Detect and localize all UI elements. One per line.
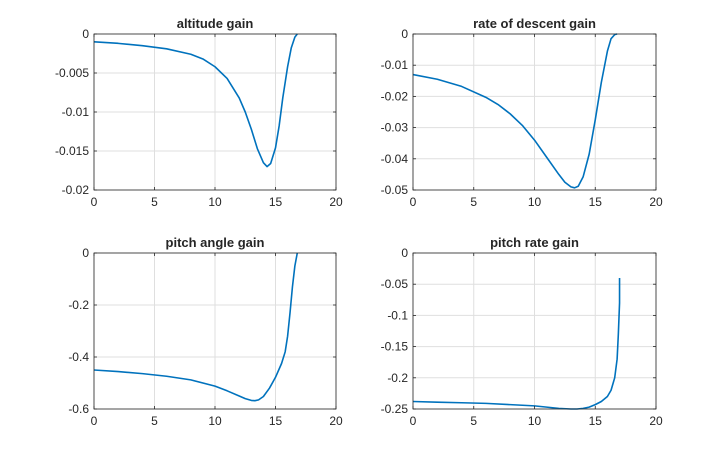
y-tick-label: -0.02 (381, 89, 409, 103)
subplot-4: 0 5 10 15 20 0 -0.05 -0.1 -0.15 -0.2 -0.25 pitch ra… (381, 235, 663, 428)
y-tick-label: -0.015 (55, 144, 89, 158)
x-tick-label: 15 (589, 414, 603, 428)
series-line-1 (412, 277, 621, 410)
series-line-1 (412, 33, 618, 189)
series-line-1 (93, 252, 299, 402)
y-tick-label: -0.04 (381, 152, 409, 166)
x-tick-label: 5 (151, 195, 158, 209)
y-tick-label: -0.6 (68, 402, 89, 416)
y-tick-label: -0.2 (68, 298, 89, 312)
x-tick-label: 5 (151, 414, 158, 428)
series-line-1 (93, 33, 298, 168)
y-tick-label: -0.03 (381, 121, 409, 135)
x-tick-label: 15 (589, 195, 603, 209)
x-tick-label: 15 (269, 195, 283, 209)
x-tick-label: 10 (528, 414, 542, 428)
y-tick-label: 0 (82, 246, 89, 260)
x-tick-label: 5 (470, 195, 477, 209)
x-tick-label: 20 (329, 195, 343, 209)
subplot-2: 0 5 10 15 20 0 -0.01 -0.02 -0.03 -0.04 -0.05 rate o… (381, 16, 663, 209)
y-tick-label: -0.01 (381, 58, 409, 72)
y-tick-label: -0.05 (381, 183, 409, 197)
subplot-title: pitch rate gain (490, 235, 579, 250)
x-tick-label: 20 (649, 195, 663, 209)
y-tick-label: -0.15 (381, 340, 409, 354)
y-tick-label: -0.4 (68, 350, 89, 364)
y-tick-label: -0.01 (62, 105, 90, 119)
x-tick-label: 0 (91, 195, 98, 209)
y-tick-label: -0.02 (62, 183, 90, 197)
x-tick-label: 5 (470, 414, 477, 428)
y-tick-label: -0.005 (55, 66, 89, 80)
y-tick-label: -0.2 (387, 371, 408, 385)
x-tick-label: 0 (410, 195, 417, 209)
subplot-1: 0 5 10 15 20 0 -0.005 -0.01 -0.015 -0.02 altitude … (55, 16, 343, 209)
x-tick-label: 20 (329, 414, 343, 428)
y-tick-label: -0.05 (381, 277, 409, 291)
subplot-title: rate of descent gain (473, 16, 596, 31)
x-tick-label: 20 (649, 414, 663, 428)
subplot-3: 0 5 10 15 20 0 -0.2 -0.4 -0.6 pitch angle gain (68, 235, 343, 428)
y-tick-label: 0 (401, 246, 408, 260)
subplot-title: altitude gain (177, 16, 254, 31)
y-tick-label: -0.1 (387, 308, 408, 322)
x-tick-label: 10 (528, 195, 542, 209)
x-tick-label: 15 (269, 414, 283, 428)
x-tick-label: 0 (91, 414, 98, 428)
x-tick-label: 10 (208, 195, 222, 209)
y-tick-label: 0 (82, 27, 89, 41)
y-tick-label: 0 (401, 27, 408, 41)
x-tick-label: 10 (208, 414, 222, 428)
x-tick-label: 0 (410, 414, 417, 428)
subplot-title: pitch angle gain (166, 235, 265, 250)
y-tick-label: -0.25 (381, 402, 409, 416)
